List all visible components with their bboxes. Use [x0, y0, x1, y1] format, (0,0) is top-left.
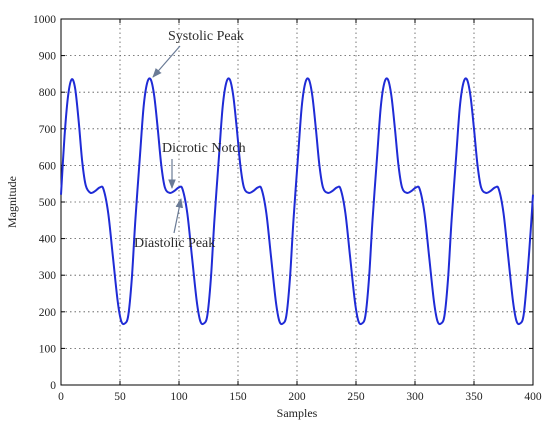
x-tick-label: 100 [170, 391, 188, 403]
y-tick-label: 100 [39, 343, 57, 355]
y-axis-tick-labels: 0 100 200 300 400 500 600 700 800 900 1000 [33, 14, 56, 392]
y-tick-label: 400 [39, 234, 57, 246]
x-tick-label: 200 [288, 391, 306, 403]
series-line-0 [60, 77, 534, 326]
y-tick-label: 600 [39, 160, 57, 172]
y-tick-label: 1000 [33, 14, 56, 26]
x-tick-label: 300 [406, 391, 424, 403]
annotations: Systolic Peak Dicrotic Notch Diastolic P… [134, 29, 246, 251]
x-tick-label: 0 [58, 391, 64, 403]
x-tick-label: 50 [114, 391, 126, 403]
y-tick-label: 900 [39, 51, 57, 63]
dicrotic-notch-label: Dicrotic Notch [162, 141, 246, 156]
y-tick-label: 800 [39, 87, 57, 99]
series-group [60, 77, 534, 326]
y-tick-label: 700 [39, 124, 57, 136]
x-axis-label: Samples [277, 406, 318, 420]
plot-area [60, 18, 534, 386]
x-tick-label: 150 [229, 391, 247, 403]
systolic-peak-arrow [152, 45, 181, 78]
diastolic-peak-label: Diastolic Peak [134, 236, 215, 251]
y-tick-label: 300 [39, 270, 57, 282]
y-tick-label: 500 [39, 197, 57, 209]
y-tick-label: 0 [50, 380, 56, 392]
systolic-peak-label: Systolic Peak [168, 29, 244, 44]
x-tick-label: 400 [524, 391, 542, 403]
axis-ticks [60, 18, 534, 386]
diastolic-peak-arrow [173, 198, 184, 234]
y-tick-label: 200 [39, 307, 57, 319]
x-axis-tick-labels: 0 50 100 150 200 250 300 350 400 [58, 391, 542, 403]
x-tick-label: 250 [347, 391, 365, 403]
y-axis-label: Magnitude [5, 176, 19, 228]
x-tick-label: 350 [465, 391, 483, 403]
